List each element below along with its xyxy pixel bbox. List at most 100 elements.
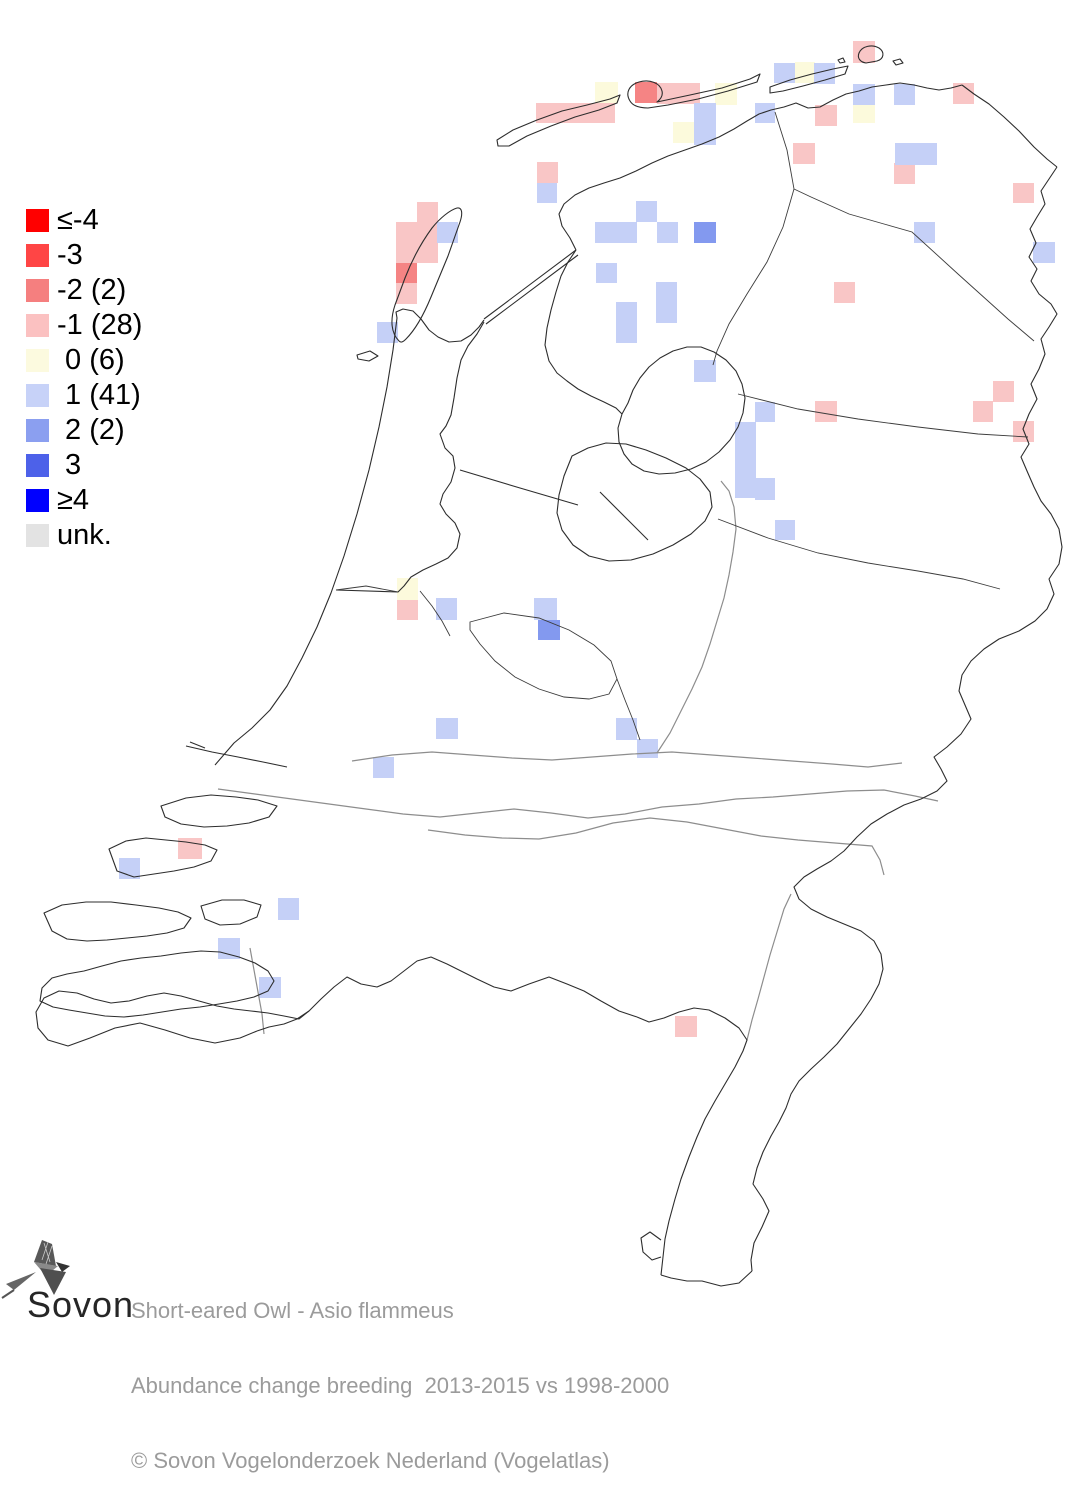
map-subtitle: Abundance change breeding 2013-2015 vs 1…: [131, 1373, 670, 1398]
legend-swatch: [26, 244, 49, 267]
island-walcheren-beveland: [39, 950, 275, 1018]
map-square: [616, 302, 637, 323]
coast-west-north: [214, 308, 485, 766]
map-square: [755, 103, 775, 123]
sovon-logo-text: Sovon: [27, 1284, 135, 1325]
coast-eems: [961, 84, 1058, 168]
map-square: [953, 83, 974, 104]
legend-label: ≤-4: [57, 204, 99, 236]
legend-row: ≤-4: [26, 203, 142, 238]
island-tholen: [200, 899, 262, 926]
map-square: [595, 222, 616, 243]
legend-row: 1 (41): [26, 378, 142, 413]
map-square: [278, 898, 299, 920]
map-squares-layer: [119, 41, 1055, 1037]
map-square: [1013, 183, 1034, 203]
swallow-icon: [1, 1240, 70, 1299]
map-square: [436, 718, 458, 739]
map-square: [538, 620, 560, 640]
map-square: [694, 222, 716, 243]
legend-row: -2 (2): [26, 273, 142, 308]
footer-caption: Short-eared Owl - Asio flammeus Abundanc…: [131, 1248, 669, 1498]
border-overijssel-gelderland: [717, 518, 1001, 590]
legend-swatch: [26, 349, 49, 372]
island-voorne: [160, 794, 278, 828]
legend-swatch: [26, 419, 49, 442]
flevopolder: [556, 442, 713, 562]
map-square: [562, 103, 588, 123]
border-friesland-groningen: [774, 111, 1035, 342]
legend-label: ≥4: [57, 484, 90, 516]
legend-label: unk.: [57, 519, 112, 551]
map-square: [894, 84, 915, 105]
map-square: [637, 739, 658, 758]
coast-noordholland-east: [335, 321, 485, 593]
legend-swatch: [26, 489, 49, 512]
sovon-logo: [1, 1240, 70, 1299]
legend-swatch: [26, 384, 49, 407]
noordoostpolder: [617, 346, 746, 475]
island-texel: [391, 207, 463, 343]
map-square: [397, 600, 418, 620]
border-friesland-drenthe: [712, 188, 795, 366]
border-brabant-south: [256, 956, 638, 1032]
map-square: [377, 322, 398, 343]
map-square: [834, 282, 855, 303]
zeeuws-vlaanderen: [35, 990, 310, 1047]
map-square: [436, 598, 457, 620]
map-square: [815, 401, 837, 422]
legend: ≤-4 -3 -2 (2) -1 (28) 0 (6) 1 (41) 2 (2)…: [26, 203, 142, 553]
map-square: [537, 162, 558, 183]
legend-label: 2 (2): [57, 414, 125, 446]
map-square: [616, 323, 637, 343]
river-maas-limburg: [746, 893, 792, 1041]
legend-swatch: [26, 314, 49, 337]
species-title: Short-eared Owl - Asio flammeus: [131, 1298, 454, 1323]
map-square: [397, 578, 418, 600]
legend-swatch: [26, 454, 49, 477]
island-goeree: [108, 837, 218, 878]
map-square: [694, 360, 716, 382]
map-square: [793, 143, 815, 164]
island-schiermonnikoog: [857, 45, 884, 64]
legend-row: -3: [26, 238, 142, 273]
border-east-germany: [750, 166, 1063, 1272]
legend-label: 1 (41): [57, 379, 141, 411]
legend-label: -2 (2): [57, 274, 127, 306]
legend-row: -1 (28): [26, 308, 142, 343]
legend-label: 0 (6): [57, 344, 125, 376]
map-square: [895, 143, 916, 165]
map-square: [616, 222, 637, 243]
map-square: [678, 83, 700, 104]
border-limburg-west: [636, 1007, 748, 1276]
map-square: [694, 103, 716, 124]
border-nh-zh: [335, 585, 451, 637]
map-square: [537, 183, 557, 203]
map-square: [656, 282, 677, 303]
islands-layer: [39, 45, 904, 1018]
map-square: [853, 84, 875, 105]
map-square: [814, 63, 835, 84]
map-square: [218, 938, 240, 959]
island-ameland: [769, 65, 849, 94]
map-square: [735, 448, 756, 474]
legend-label: 3: [57, 449, 82, 481]
map-square: [396, 243, 417, 263]
map-square: [536, 103, 562, 123]
map-square: [694, 124, 716, 145]
river-ijssel: [656, 480, 737, 754]
copyright-line: © Sovon Vogelonderzoek Nederland (Vogela…: [131, 1448, 610, 1473]
border-utrecht-gelderland: [616, 678, 641, 741]
map-square: [735, 474, 756, 498]
map-square: [417, 243, 438, 263]
legend-swatch: [26, 524, 49, 547]
province-borders-layer: [335, 111, 1035, 741]
map-square: [596, 263, 617, 283]
border-utrecht: [469, 612, 618, 700]
map-square: [417, 202, 438, 223]
knardijk: [599, 491, 649, 541]
maastricht-west-lobe: [640, 1231, 662, 1261]
map-square: [675, 1016, 697, 1037]
map-square: [916, 143, 937, 165]
legend-label: -3: [57, 239, 83, 271]
